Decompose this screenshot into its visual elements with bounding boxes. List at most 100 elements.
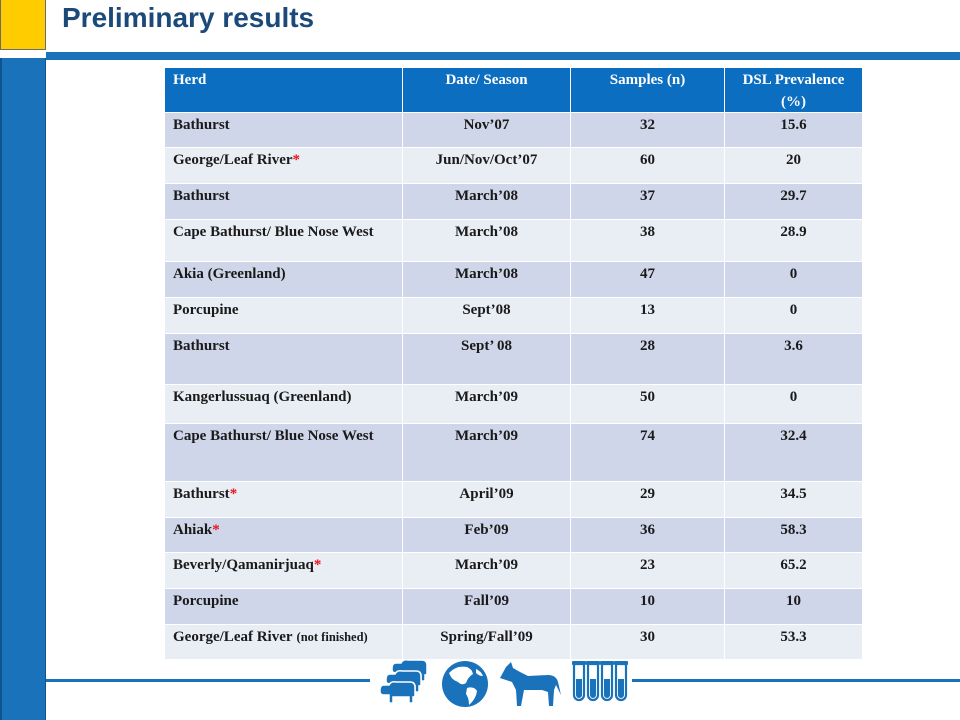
table-header-row: Herd Date/ Season Samples (n) DSL Preval… bbox=[165, 68, 862, 113]
footer-icon-strip bbox=[379, 659, 628, 707]
herd-name: Bathurst bbox=[173, 117, 230, 133]
herd-name: Akia (Greenland) bbox=[173, 266, 286, 282]
prevalence-cell: 28.9 bbox=[780, 224, 807, 240]
table-row: Kangerlussuaq (Greenland) March’09 50 0 bbox=[165, 385, 862, 424]
table-row: Bathurst* April’09 29 34.5 bbox=[165, 482, 862, 518]
asterisk-marker: * bbox=[212, 522, 220, 538]
herd-name: Bathurst bbox=[173, 338, 230, 354]
table-row: Bathurst Nov’07 32 15.6 bbox=[165, 113, 862, 148]
samples-cell: 60 bbox=[571, 148, 725, 183]
header-prevalence-label: DSL Prevalence (%) bbox=[742, 72, 845, 110]
herd-cell: Cape Bathurst/ Blue Nose West bbox=[165, 424, 403, 481]
herd-cell: Kangerlussuaq (Greenland) bbox=[165, 385, 403, 423]
samples-cell: 36 bbox=[571, 518, 725, 552]
header-samples: Samples (n) bbox=[571, 68, 725, 112]
date-season-cell: March’08 bbox=[403, 262, 571, 297]
date-season-cell: March’08 bbox=[403, 220, 571, 261]
herd-name: George/Leaf River bbox=[173, 152, 293, 168]
test-tube bbox=[600, 661, 614, 702]
header-herd: Herd bbox=[165, 68, 403, 112]
globe-continent bbox=[449, 666, 473, 685]
prevalence-cell: 65.2 bbox=[780, 557, 807, 573]
date-season-cell: Feb’09 bbox=[403, 518, 571, 552]
test-tube bbox=[586, 661, 600, 702]
date-season-cell: Jun/Nov/Oct’07 bbox=[403, 148, 571, 183]
date-season-cell: Fall’09 bbox=[403, 589, 571, 624]
date-season-cell: Spring/Fall’09 bbox=[403, 625, 571, 659]
test-tubes-icon bbox=[572, 661, 628, 702]
table-row: Beverly/Qamanirjuaq* March’09 23 65.2 bbox=[165, 553, 862, 589]
herd-cell: Cape Bathurst/ Blue Nose West bbox=[165, 220, 403, 261]
horse-icon bbox=[500, 662, 561, 706]
prevalence-cell: 15.6 bbox=[780, 117, 807, 133]
caribou-herd-icon bbox=[379, 659, 428, 704]
caribou-silhouette bbox=[379, 681, 416, 704]
slide-title: Preliminary results bbox=[62, 2, 315, 33]
table-row: Cape Bathurst/ Blue Nose West March’09 7… bbox=[165, 424, 862, 482]
herd-cell: Akia (Greenland) bbox=[165, 262, 403, 297]
samples-cell: 29 bbox=[571, 482, 725, 517]
samples-cell: 10 bbox=[571, 589, 725, 624]
herd-cell: Bathurst* bbox=[165, 482, 403, 517]
date-season-cell: March’09 bbox=[403, 385, 571, 423]
samples-cell: 32 bbox=[571, 113, 725, 147]
globe-continent bbox=[476, 669, 483, 676]
asterisk-marker: * bbox=[229, 486, 238, 502]
date-season-cell: Sept’08 bbox=[403, 298, 571, 333]
test-tube bbox=[572, 661, 586, 702]
table-row: Bathurst March’08 37 29.7 bbox=[165, 184, 862, 220]
prevalence-cell: 0 bbox=[789, 266, 798, 282]
prevalence-cell: 53.3 bbox=[780, 629, 807, 645]
header-prevalence: DSL Prevalence (%) bbox=[725, 68, 862, 112]
table-row: Cape Bathurst/ Blue Nose West March’08 3… bbox=[165, 220, 862, 262]
globe-continent bbox=[466, 687, 477, 705]
herd-name: George/Leaf River bbox=[173, 629, 293, 645]
herd-cell: Bathurst bbox=[165, 113, 403, 147]
samples-cell: 50 bbox=[571, 385, 725, 423]
table-row: Porcupine Fall’09 10 10 bbox=[165, 589, 862, 625]
herd-cell: Bathurst bbox=[165, 184, 403, 219]
herd-cell: Porcupine bbox=[165, 589, 403, 624]
herd-cell: George/Leaf River* bbox=[165, 148, 403, 183]
herd-cell: Bathurst bbox=[165, 334, 403, 384]
date-season-cell: March’08 bbox=[403, 184, 571, 219]
prevalence-cell: 3.6 bbox=[784, 338, 803, 354]
date-season-cell: April’09 bbox=[403, 482, 571, 517]
prevalence-cell: 20 bbox=[786, 152, 801, 168]
test-tube bbox=[614, 661, 628, 702]
date-season-cell: Nov’07 bbox=[403, 113, 571, 147]
samples-cell: 28 bbox=[571, 334, 725, 384]
samples-cell: 30 bbox=[571, 625, 725, 659]
table-row: Akia (Greenland) March’08 47 0 bbox=[165, 262, 862, 298]
samples-cell: 37 bbox=[571, 184, 725, 219]
herd-name: Bathurst bbox=[173, 486, 230, 502]
herd-name: Cape Bathurst/ Blue Nose West bbox=[173, 428, 374, 444]
herd-name: Ahiak bbox=[173, 522, 213, 538]
date-season-cell: March’09 bbox=[403, 553, 571, 588]
herd-cell: Porcupine bbox=[165, 298, 403, 333]
herd-name: Cape Bathurst/ Blue Nose West bbox=[173, 224, 374, 240]
prevalence-cell: 29.7 bbox=[780, 188, 807, 204]
corner-accent-square bbox=[0, 0, 46, 50]
footer-rule-right bbox=[632, 679, 960, 682]
herd-name: Porcupine bbox=[173, 593, 239, 609]
table-row: Porcupine Sept’08 13 0 bbox=[165, 298, 862, 334]
herd-name: Bathurst bbox=[173, 188, 230, 204]
samples-cell: 23 bbox=[571, 553, 725, 588]
table-row: George/Leaf River* Jun/Nov/Oct’07 60 20 bbox=[165, 148, 862, 184]
footer-rule-left bbox=[46, 679, 370, 682]
herd-cell: George/Leaf River (not finished) bbox=[165, 625, 403, 659]
results-table: Herd Date/ Season Samples (n) DSL Preval… bbox=[165, 68, 862, 660]
left-accent-bar bbox=[0, 58, 46, 720]
samples-cell: 13 bbox=[571, 298, 725, 333]
horse-silhouette bbox=[500, 662, 561, 706]
table-row: Bathurst Sept’ 08 28 3.6 bbox=[165, 334, 862, 385]
asterisk-marker: * bbox=[292, 152, 301, 168]
title-accent-rule bbox=[46, 52, 960, 60]
herd-cell: Ahiak* bbox=[165, 518, 403, 552]
prevalence-cell: 32.4 bbox=[780, 428, 807, 444]
table-row: Ahiak* Feb’09 36 58.3 bbox=[165, 518, 862, 553]
prevalence-cell: 34.5 bbox=[780, 486, 807, 502]
prevalence-cell: 0 bbox=[789, 302, 798, 318]
herd-name: Porcupine bbox=[173, 302, 239, 318]
